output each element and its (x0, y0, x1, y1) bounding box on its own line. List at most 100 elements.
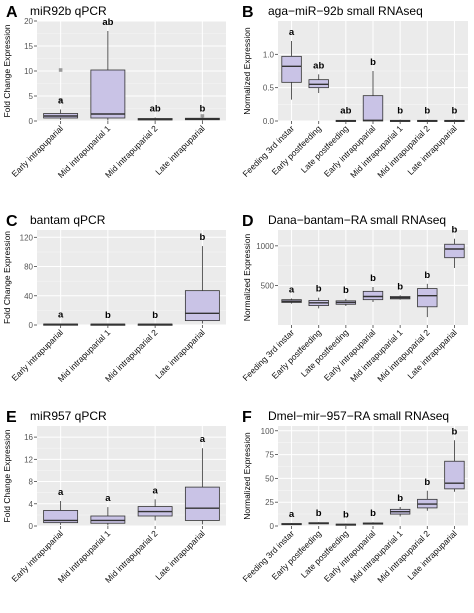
significance-label: b (316, 508, 322, 519)
x-tick-label: Late intrapuparial (405, 528, 459, 582)
panel-letter: A (6, 4, 18, 21)
significance-label: b (370, 273, 376, 284)
box-4: b (184, 232, 220, 324)
y-tick-label: 4 (29, 500, 34, 509)
box-iqr (281, 55, 302, 83)
panel-title: bantam qPCR (30, 213, 106, 227)
box-iqr (43, 510, 79, 524)
box-3: b (335, 510, 357, 526)
significance-label: a (289, 284, 295, 295)
y-tick-label: 50 (265, 474, 274, 483)
panel-title: Dana−bantam−RA small RNAseq (268, 213, 446, 227)
x-tick-label: Late intrapuparial (153, 123, 207, 177)
box-iqr (444, 460, 465, 490)
box-iqr (362, 290, 384, 301)
y-tick-label: 15 (24, 42, 33, 51)
box-2: b (308, 508, 329, 525)
box-3: b (335, 285, 357, 306)
significance-label: b (397, 281, 403, 292)
y-tick-label: 1.0 (263, 50, 275, 59)
panel-letter: B (242, 4, 254, 21)
box-4: a (184, 434, 220, 525)
y-tick-label: 40 (24, 292, 33, 301)
box-2: b (308, 284, 329, 309)
y-tick-label: 120 (20, 233, 34, 242)
box-iqr (90, 515, 126, 524)
significance-label: a (58, 487, 64, 498)
significance-label: ab (102, 17, 113, 28)
y-tick-label: 5 (29, 92, 34, 101)
significance-label: a (289, 509, 295, 520)
box-1: a (281, 27, 302, 100)
box-7: b (444, 426, 465, 492)
significance-label: b (452, 225, 458, 236)
panel-title: miR92b qPCR (30, 4, 107, 18)
x-tick-label: Late postfeeding (299, 327, 351, 379)
outlier-point (58, 98, 63, 102)
panel-title: aga−miR−92b small RNAseq (268, 4, 423, 18)
box-iqr (417, 288, 438, 308)
y-tick-label: 8 (29, 478, 34, 487)
y-tick-label: 16 (24, 433, 33, 442)
significance-label: b (452, 106, 458, 117)
panel-f: F Dmel−mir−957−RA small RNAseq 0 25 50 75 100 N… (240, 409, 468, 585)
significance-label: ab (340, 106, 351, 117)
significance-label: b (199, 104, 205, 115)
significance-label: b (452, 426, 458, 437)
x-tick-label: Mid intrapuparial 2 (103, 123, 160, 180)
significance-label: a (152, 485, 158, 496)
box-5: b (389, 281, 411, 300)
panel-d: D Dana−bantam−RA small RNAseq 500 1000 Norma… (240, 213, 468, 384)
y-tick-label: 0 (29, 117, 34, 126)
significance-label: b (343, 285, 349, 296)
significance-label: a (58, 96, 64, 107)
box-2: ab (90, 17, 126, 121)
box-6: b (417, 270, 438, 318)
panel-title: Dmel−mir−957−RA small RNAseq (268, 409, 449, 423)
y-tick-label: 12 (24, 455, 33, 464)
box-1: a (43, 68, 79, 120)
outlier-point (200, 114, 205, 118)
panel-title: miR957 qPCR (30, 409, 107, 423)
box-1: a (43, 487, 79, 525)
significance-label: b (343, 510, 349, 521)
y-axis-label: Normalized Expression (242, 234, 252, 322)
box-1: a (281, 509, 302, 526)
significance-label: ab (150, 104, 161, 115)
significance-label: b (397, 106, 403, 117)
significance-label: a (105, 493, 111, 504)
significance-label: ab (313, 60, 324, 71)
panel-letter: E (6, 409, 17, 426)
box-3: a (137, 485, 173, 521)
significance-label: b (424, 270, 430, 281)
box-4: b (362, 508, 384, 525)
y-tick-label: 75 (265, 451, 274, 460)
significance-label: b (105, 310, 111, 321)
significance-label: b (424, 477, 430, 488)
significance-label: b (370, 508, 376, 519)
panel-letter: F (242, 409, 252, 426)
box-2: a (90, 493, 126, 526)
x-tick-label: Late intrapuparial (153, 327, 207, 381)
box-iqr (362, 95, 384, 122)
y-tick-label: 500 (261, 281, 275, 290)
y-axis-label: Normalized Expression (242, 27, 252, 115)
y-tick-label: 80 (24, 263, 33, 272)
significance-label: b (316, 284, 322, 295)
significance-label: b (152, 310, 158, 321)
box-7: b (444, 225, 465, 268)
significance-label: b (397, 493, 403, 504)
panel-letter: C (6, 213, 18, 230)
box-iqr (444, 243, 465, 259)
box-iqr (184, 290, 220, 322)
y-axis-label: Fold Change Expression (2, 429, 12, 522)
box-3: ab (137, 104, 173, 121)
outlier-point (58, 68, 63, 72)
significance-label: a (58, 310, 64, 321)
x-tick-label: Mid intrapuparial 2 (103, 528, 160, 585)
